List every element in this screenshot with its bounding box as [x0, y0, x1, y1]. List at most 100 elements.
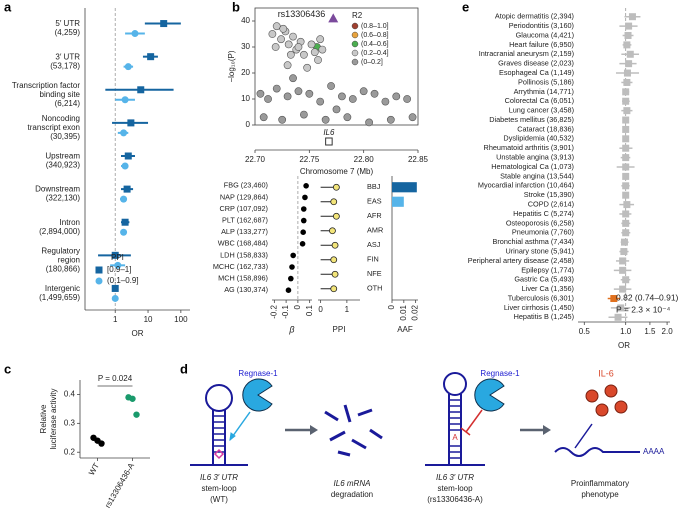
- point: [303, 183, 309, 189]
- fragments: [324, 404, 383, 457]
- point: [623, 107, 631, 115]
- point: [137, 86, 145, 94]
- inhibition: [465, 409, 483, 433]
- point: [316, 97, 325, 106]
- point: [302, 194, 308, 201]
- category-label: Periodontitis (3,160): [509, 21, 574, 30]
- point: [307, 40, 316, 49]
- rungs: [213, 415, 225, 453]
- point: [331, 241, 339, 249]
- point: [622, 276, 630, 284]
- point: [622, 116, 630, 124]
- x-tick-label: rs13306436-A: [103, 461, 136, 510]
- point: [332, 212, 340, 220]
- stem-loop: [205, 384, 233, 412]
- point: [622, 163, 630, 171]
- caption: Proinflammatory: [571, 479, 629, 488]
- point: [623, 69, 631, 77]
- category-label: CRP (107,092): [219, 204, 268, 213]
- point: [259, 113, 268, 122]
- x-tick-label: 1: [345, 305, 350, 314]
- caption: (rs13306436-A): [427, 495, 483, 504]
- x-tick-label: 1.5: [644, 327, 656, 336]
- x-axis-label: Chromosome 7 (Mb): [300, 167, 374, 176]
- legend-swatch: [351, 22, 359, 30]
- category-label: BBJ: [367, 182, 381, 191]
- panel-label: a: [4, 0, 12, 14]
- point: [256, 89, 265, 98]
- category-label: Graves disease (2,023): [498, 59, 574, 68]
- x-tick-label: 0: [318, 305, 323, 314]
- category-label: (322,130): [46, 194, 81, 203]
- legend-label: (0–0.2]: [361, 59, 383, 66]
- point: [622, 154, 630, 162]
- x-tick-label: -0.2: [269, 304, 278, 318]
- caption: degradation: [331, 490, 373, 499]
- point: [403, 95, 412, 103]
- category-label: (53,178): [50, 61, 80, 70]
- legend-label: (0.8–1.0]: [361, 23, 389, 30]
- category-label: Tuberculosis (6,301): [508, 293, 574, 302]
- point: [299, 241, 306, 247]
- caption: IL6 mRNA: [334, 479, 371, 488]
- point: [289, 264, 295, 270]
- plot-frame: [254, 7, 419, 126]
- mrna: [554, 447, 640, 457]
- point: [359, 87, 368, 96]
- category-label: (340,923): [46, 161, 81, 170]
- inhibition-bar: [460, 427, 471, 436]
- category-label: Hepatitis B (1,245): [514, 312, 574, 321]
- category-label: Unstable angina (3,913): [496, 153, 574, 162]
- x-tick-label: 0: [387, 304, 396, 309]
- x-axis-label: OR: [132, 329, 144, 338]
- regnase: [474, 378, 505, 412]
- point: [272, 84, 281, 93]
- x-tick-label: 1.0: [620, 327, 632, 336]
- panel-label: c: [4, 361, 11, 376]
- x-axis-label: OR: [618, 341, 630, 350]
- point: [111, 294, 119, 302]
- category-label: Dyslipidemia (40,532): [503, 134, 574, 143]
- y-tick-label: 0.3: [64, 418, 76, 427]
- point: [121, 96, 129, 104]
- point: [120, 129, 128, 137]
- category-label: Intergenic: [45, 284, 80, 293]
- point: [316, 35, 325, 44]
- point: [283, 61, 292, 70]
- category-label: transcript exon: [28, 123, 80, 132]
- point: [131, 30, 139, 38]
- point: [348, 95, 357, 103]
- x-tick-label: 0.02: [411, 304, 420, 320]
- point: [625, 60, 633, 68]
- legend-title: PPI: [111, 253, 124, 262]
- category-label: Urinary stone (5,941): [505, 246, 574, 255]
- point: [619, 266, 627, 274]
- legend-label: (0.1–0.9]: [107, 276, 139, 285]
- point: [289, 32, 297, 41]
- category-label: Rheumatoid arthritis (3,901): [484, 143, 574, 152]
- point: [622, 229, 630, 237]
- x-tick-label: 10: [144, 315, 153, 324]
- point: [625, 22, 633, 30]
- category-label: (180,866): [46, 264, 81, 273]
- stem-loop: [443, 372, 467, 396]
- category-label: Pollinosis (5,186): [518, 77, 574, 86]
- point: [622, 172, 630, 180]
- x-axis-label: β: [288, 324, 294, 334]
- x-tick-label: 22.70: [245, 155, 266, 164]
- legend-swatch: [351, 31, 359, 39]
- point: [121, 218, 129, 226]
- x-tick-label: 2.0: [662, 327, 674, 336]
- point: [98, 440, 105, 447]
- category-label: Peripheral artery disease (2,458): [468, 256, 574, 265]
- gene: [325, 137, 333, 146]
- x-tick-label: 100: [174, 315, 188, 324]
- point: [147, 53, 155, 61]
- category-label: Hematological Ca (1,073): [491, 162, 574, 171]
- category-label: Intron: [60, 218, 80, 227]
- category-label: Intracranial aneurysm (2,159): [479, 49, 574, 58]
- legend-swatch: [351, 40, 359, 48]
- caption: IL6 3′ UTR: [436, 473, 474, 482]
- point: [622, 125, 630, 133]
- category-label: Downstream: [35, 185, 80, 194]
